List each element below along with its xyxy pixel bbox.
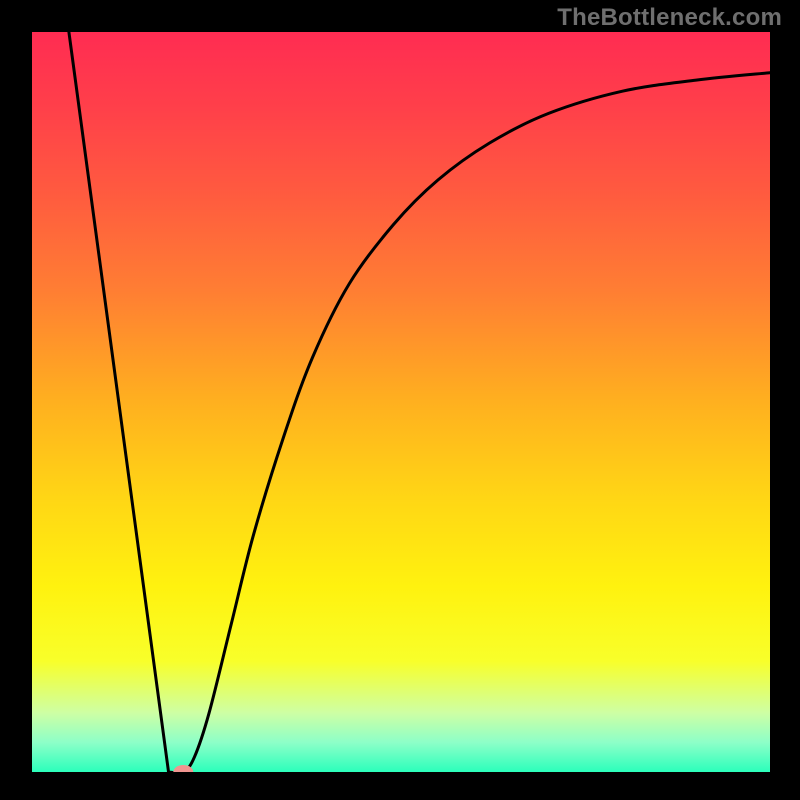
gradient-background <box>32 32 770 772</box>
chart-container: { "watermark": { "text": "TheBottleneck.… <box>0 0 800 800</box>
watermark-text: TheBottleneck.com <box>557 4 782 32</box>
bottleneck-chart <box>32 32 770 772</box>
